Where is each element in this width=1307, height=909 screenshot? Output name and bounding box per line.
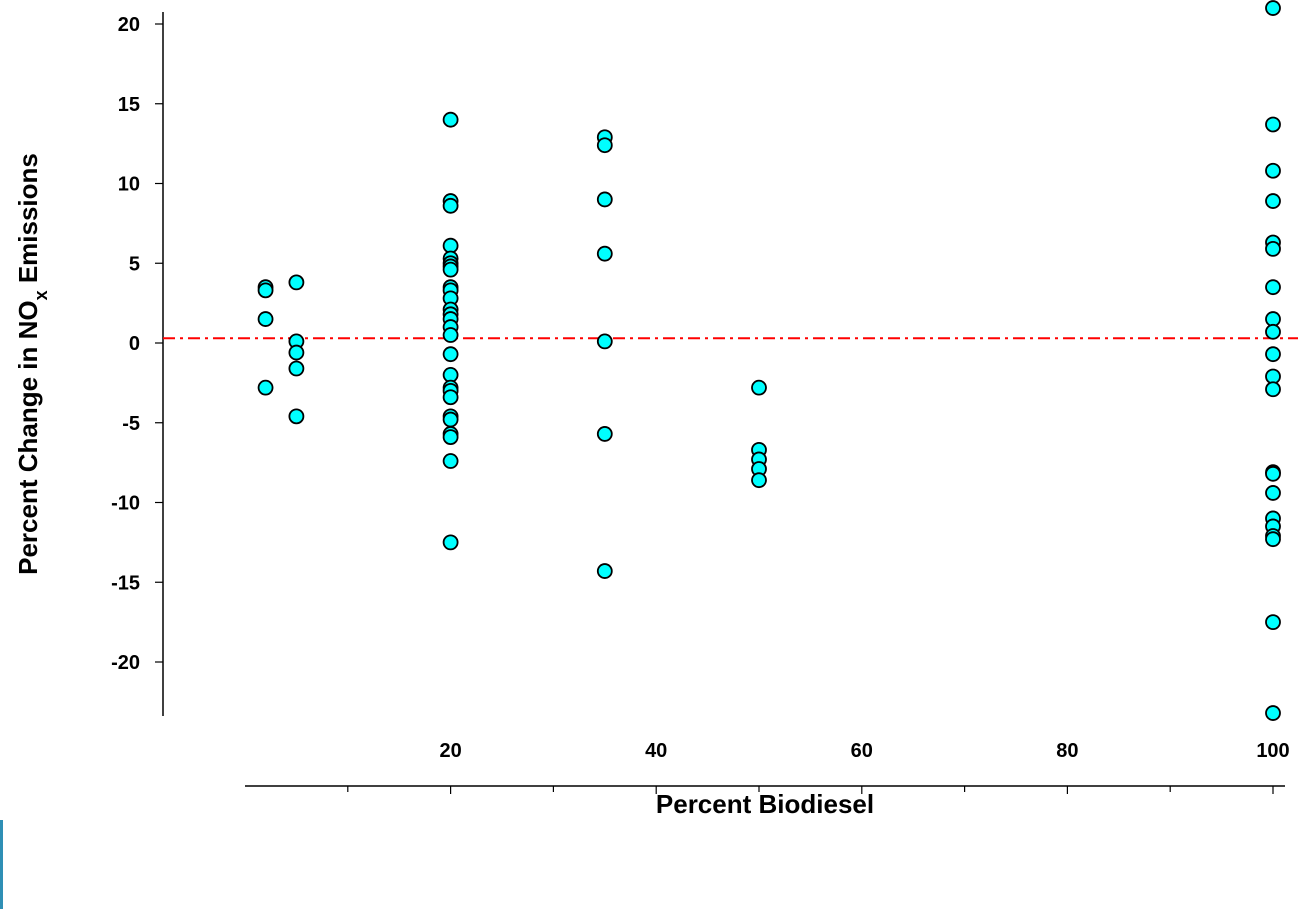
data-point (442, 411, 459, 428)
x-tick-label: 60 (851, 740, 873, 762)
data-point (442, 534, 459, 551)
y-axis-title-main: Percent Change in NO (13, 300, 43, 575)
data-point (596, 245, 613, 262)
data-point (257, 282, 274, 299)
data-point (1265, 614, 1281, 631)
data-point (1265, 193, 1281, 209)
data-point (751, 472, 767, 489)
y-axis-ticks: -20 -15 -10 -5 0 5 10 15 20 (111, 14, 163, 674)
data-point (442, 429, 459, 446)
data-point (288, 408, 305, 425)
data-point (288, 360, 305, 377)
data-point (596, 137, 613, 154)
x-tick-label: 100 (1256, 740, 1289, 762)
data-point (257, 311, 274, 327)
left-edge-accent (0, 820, 3, 909)
y-tick-label: 0 (129, 333, 140, 355)
data-point (1265, 0, 1281, 16)
data-point (1265, 531, 1281, 548)
data-point (1265, 485, 1281, 501)
data-points (257, 0, 1281, 721)
data-point (257, 379, 274, 396)
data-point (1265, 323, 1281, 340)
data-point (442, 111, 459, 128)
data-point (442, 197, 459, 214)
data-point (1265, 465, 1281, 482)
y-tick-label: -15 (111, 572, 140, 594)
data-point (751, 379, 767, 396)
y-tick-label: 15 (118, 94, 140, 116)
y-axis-title-subscript: x (31, 290, 51, 300)
data-point (1265, 116, 1281, 133)
data-point (1265, 279, 1281, 296)
data-point (288, 274, 305, 291)
data-point (596, 191, 613, 208)
y-tick-label: 10 (118, 174, 140, 196)
data-point (1265, 381, 1281, 398)
data-point (442, 453, 459, 469)
x-tick-label: 80 (1056, 740, 1078, 762)
y-tick-label: 20 (118, 14, 140, 36)
data-point (442, 327, 459, 343)
y-tick-label: 5 (129, 253, 140, 275)
y-tick-label: -20 (111, 652, 140, 674)
x-tick-label: 20 (439, 740, 461, 762)
data-point (442, 346, 459, 363)
data-point (596, 426, 613, 442)
data-point (596, 563, 613, 579)
x-tick-label: 40 (645, 740, 667, 762)
x-axis-ticks: 20 40 60 80 100 (347, 740, 1290, 794)
data-point (288, 344, 305, 361)
data-point (1265, 705, 1281, 721)
y-tick-label: -10 (111, 493, 140, 515)
y-tick-label: -5 (122, 413, 140, 435)
data-point (1265, 346, 1281, 363)
data-point (442, 389, 459, 406)
data-point (1265, 162, 1281, 179)
x-axis-title: Percent Biodiesel (656, 789, 874, 819)
y-axis-title-suffix: Emissions (13, 153, 43, 290)
data-point (596, 333, 613, 350)
y-axis-title: Percent Change in NOx Emissions (13, 153, 51, 575)
data-point (442, 261, 459, 278)
data-point (1265, 240, 1281, 257)
